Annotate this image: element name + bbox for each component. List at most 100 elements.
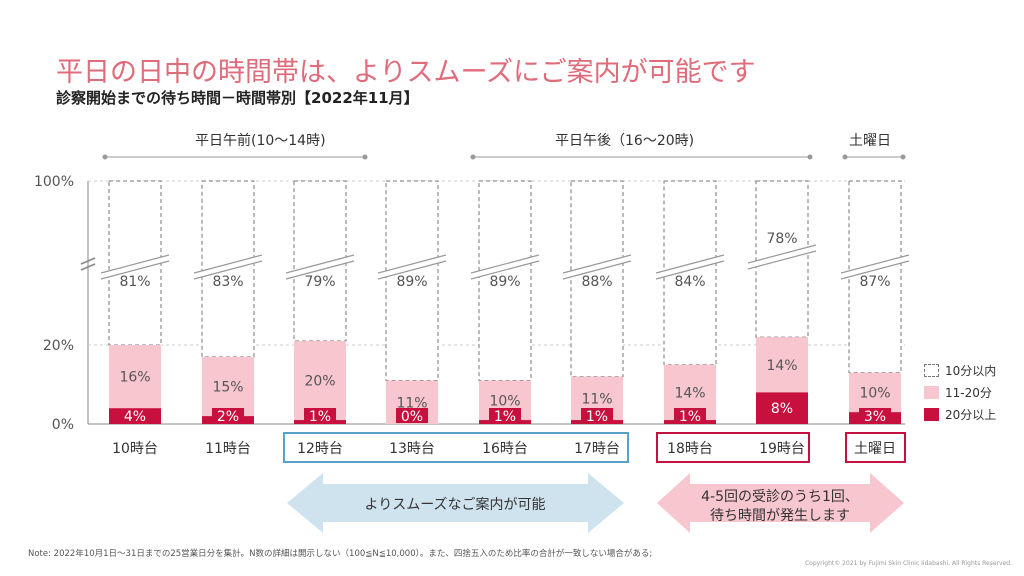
data-label-bg-20min-plus [396,408,428,423]
data-label-20min-plus: 4% [124,409,146,425]
legend-swatch [924,363,939,377]
bar-break-mark [655,254,725,274]
bar-break-mark [747,244,817,264]
copyright: Copyright© 2021 by Fujimi Skin Clinic Ii… [804,560,1012,567]
bar-break-gap [656,255,724,279]
data-label-bg-20min-plus [212,408,244,423]
data-label-11-20min: 11% [396,395,427,411]
x-tick-label: 12時台 [297,441,343,457]
data-label-20min-plus: 1% [494,409,516,425]
highlight-frame-red-saturday [845,432,906,463]
bar-break-gap [841,255,909,279]
bar-break-gap [563,255,631,279]
right-arrow-text-line2: 待ち時間が発生します [710,508,850,524]
x-tick-label: 土曜日 [854,441,896,457]
bar-break-mark [193,260,263,280]
data-label-20min-plus: 0% [401,409,423,425]
legend-swatch [924,385,939,399]
bar-segment-10min [848,180,902,374]
bar-segment-11-20min [294,341,346,421]
bar-break-gap [194,255,262,279]
data-label-bg-20min-plus [489,408,521,423]
data-label-11-20min: 10% [859,385,890,401]
group-bracket-dot [362,154,368,160]
bar-break-mark [470,260,540,280]
bar-segment-11-20min [849,372,901,413]
y-axis-break-mark [80,257,96,265]
data-label-20min-plus: 2% [217,409,239,425]
group-bracket-dot [102,154,108,160]
data-label-20min-plus: 1% [586,409,608,425]
data-label-10min: 79% [304,274,335,290]
bar-break-gap [471,255,539,279]
data-label-10min: 81% [119,274,150,290]
bar-break-gap [286,255,354,279]
bar-break-gap [748,245,816,269]
bar-break-mark [470,254,540,274]
group-bracket-dot [842,154,848,160]
page-subtitle: 診察開始までの待ち時間－時間帯別【2022年11月】 [56,89,419,107]
data-label-20min-plus: 3% [864,409,886,425]
x-tick-label: 11時台 [205,441,251,457]
data-label-20min-plus: 8% [771,401,793,417]
page-title: 平日の日中の時間帯は、よりスムーズにご案内が可能です [56,57,756,88]
legend-label: 10分以内 [945,363,997,378]
data-label-10min: 89% [396,274,427,290]
data-label-10min: 78% [766,231,797,247]
double-arrow-pink [657,473,904,533]
group-bracket-dot [900,154,906,160]
bar-segment-10min [570,180,624,378]
legend-label: 11-20分 [945,385,992,400]
x-tick-label: 18時台 [667,441,713,457]
x-tick-label: 10時台 [112,441,158,457]
bar-break-mark [100,260,170,280]
legend-item-10min: 10分以内 [924,359,996,381]
bar-segment-11-20min [756,337,808,393]
y-tick-label: 100% [34,174,74,190]
data-label-bg-20min-plus [859,408,891,423]
bar-break-mark [285,260,355,280]
data-label-20min-plus: 1% [679,409,701,425]
legend-item-20min-plus: 20分以上 [924,403,996,425]
data-label-10min: 89% [489,274,520,290]
highlight-frame-red [656,432,810,463]
group-bracket-dot [470,154,476,160]
data-label-20min-plus: 1% [309,409,331,425]
x-tick-label: 17時台 [574,441,620,457]
x-tick-label: 13時台 [389,441,435,457]
data-label-bg-20min-plus [581,408,613,423]
bar-break-mark [377,254,447,274]
y-tick-label: 20% [43,338,74,354]
y-axis-break-mark [80,263,96,271]
bar-break-mark [100,254,170,274]
bar-break-mark [562,254,632,274]
data-label-bg-20min-plus [674,408,706,423]
bar-break-mark [840,254,910,274]
data-label-11-20min: 16% [119,370,150,386]
legend-label: 20分以上 [945,407,997,422]
bar-break-mark [655,260,725,280]
bar-segment-11-20min [202,356,254,417]
data-label-11-20min: 15% [212,379,243,395]
bar-break-gap [101,255,169,279]
data-label-10min: 88% [581,274,612,290]
bar-segment-10min [478,180,532,382]
bar-segment-11-20min [109,345,161,409]
data-label-10min: 87% [859,274,890,290]
data-label-11-20min: 20% [304,374,335,390]
y-tick-label: 0% [52,417,74,433]
data-label-bg-20min-plus [304,408,336,423]
group-label-weekday-morning: 平日午前(10～14時) [195,133,326,149]
bar-segment-10min [385,180,439,382]
legend: 10分以内 11-20分 20分以上 [924,359,996,425]
double-arrow-blue [287,473,624,533]
bar-break-mark [747,250,817,270]
data-label-11-20min: 10% [489,393,520,409]
x-tick-label: 16時台 [482,441,528,457]
group-label-saturday: 土曜日 [849,133,891,149]
legend-item-11-20min: 11-20分 [924,381,996,403]
bar-break-mark [562,260,632,280]
bar-break-mark [193,254,263,274]
group-label-weekday-afternoon: 平日午後（16～20時) [555,133,695,149]
